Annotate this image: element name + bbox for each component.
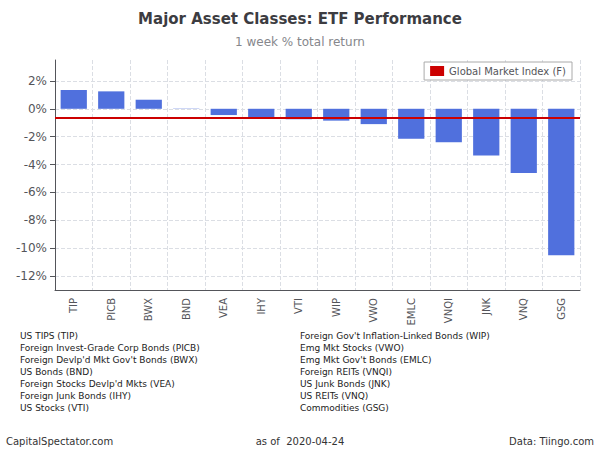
svg-text:VEA: VEA xyxy=(218,298,229,318)
svg-text:IHY: IHY xyxy=(256,297,267,314)
svg-text:Data: Tiingo.com: Data: Tiingo.com xyxy=(509,436,594,447)
svg-text:VNQ: VNQ xyxy=(518,298,529,320)
svg-text:VNQI: VNQI xyxy=(443,298,454,323)
svg-text:BWX: BWX xyxy=(143,298,154,321)
svg-text:CapitalSpectator.com: CapitalSpectator.com xyxy=(6,436,113,447)
svg-text:US Bonds (BND): US Bonds (BND) xyxy=(20,367,93,377)
svg-text:Major Asset Classes: ETF Perfo: Major Asset Classes: ETF Performance xyxy=(138,10,462,28)
svg-text:Foreign Junk Bonds (IHY): Foreign Junk Bonds (IHY) xyxy=(20,391,131,401)
svg-text:EMLC: EMLC xyxy=(406,298,417,326)
svg-text:Global Market Index (F): Global Market Index (F) xyxy=(449,66,566,77)
svg-text:BND: BND xyxy=(181,298,192,320)
svg-text:Emg Mkt Stocks (VWO): Emg Mkt Stocks (VWO) xyxy=(300,343,404,353)
svg-text:-12%: -12% xyxy=(16,269,47,283)
svg-text:Emg Mkt Gov't Bonds (EMLC): Emg Mkt Gov't Bonds (EMLC) xyxy=(300,355,431,365)
svg-text:-10%: -10% xyxy=(16,241,47,255)
svg-text:GSG: GSG xyxy=(556,298,567,320)
svg-text:Foreign Devlp'd Mkt Gov't Bond: Foreign Devlp'd Mkt Gov't Bonds (BWX) xyxy=(20,355,198,365)
svg-text:Foreign REITs (VNQI): Foreign REITs (VNQI) xyxy=(300,367,392,377)
svg-text:US Junk Bonds (JNK): US Junk Bonds (JNK) xyxy=(300,379,390,389)
svg-text:-6%: -6% xyxy=(24,185,47,199)
svg-text:VTI: VTI xyxy=(293,298,304,314)
svg-text:-4%: -4% xyxy=(24,158,47,172)
svg-text:US Stocks (VTI): US Stocks (VTI) xyxy=(20,403,89,413)
svg-text:-8%: -8% xyxy=(24,213,47,227)
svg-text:Foreign Stocks Devlp'd Mkts (V: Foreign Stocks Devlp'd Mkts (VEA) xyxy=(20,379,175,389)
svg-text:WIP: WIP xyxy=(331,298,342,317)
svg-text:Foreign Invest-Grade Corp Bond: Foreign Invest-Grade Corp Bonds (PICB) xyxy=(20,343,200,353)
svg-text:PICB: PICB xyxy=(106,298,117,321)
svg-text:TIP: TIP xyxy=(68,298,79,314)
svg-text:US TIPS (TIP): US TIPS (TIP) xyxy=(20,331,78,341)
svg-text:2%: 2% xyxy=(28,74,47,88)
svg-text:1 week % total return: 1 week % total return xyxy=(235,35,365,49)
svg-text:-2%: -2% xyxy=(24,130,47,144)
svg-text:Commodities (GSG): Commodities (GSG) xyxy=(300,403,389,413)
svg-text:0%: 0% xyxy=(28,102,47,116)
svg-text:US REITs (VNQ): US REITs (VNQ) xyxy=(300,391,368,401)
svg-text:Foreign Gov't Inflation-Linked: Foreign Gov't Inflation-Linked Bonds (WI… xyxy=(300,331,490,341)
svg-text:as of 2020-04-24: as of 2020-04-24 xyxy=(256,436,345,447)
svg-text:VWO: VWO xyxy=(368,298,379,323)
svg-text:JNK: JNK xyxy=(481,298,492,316)
